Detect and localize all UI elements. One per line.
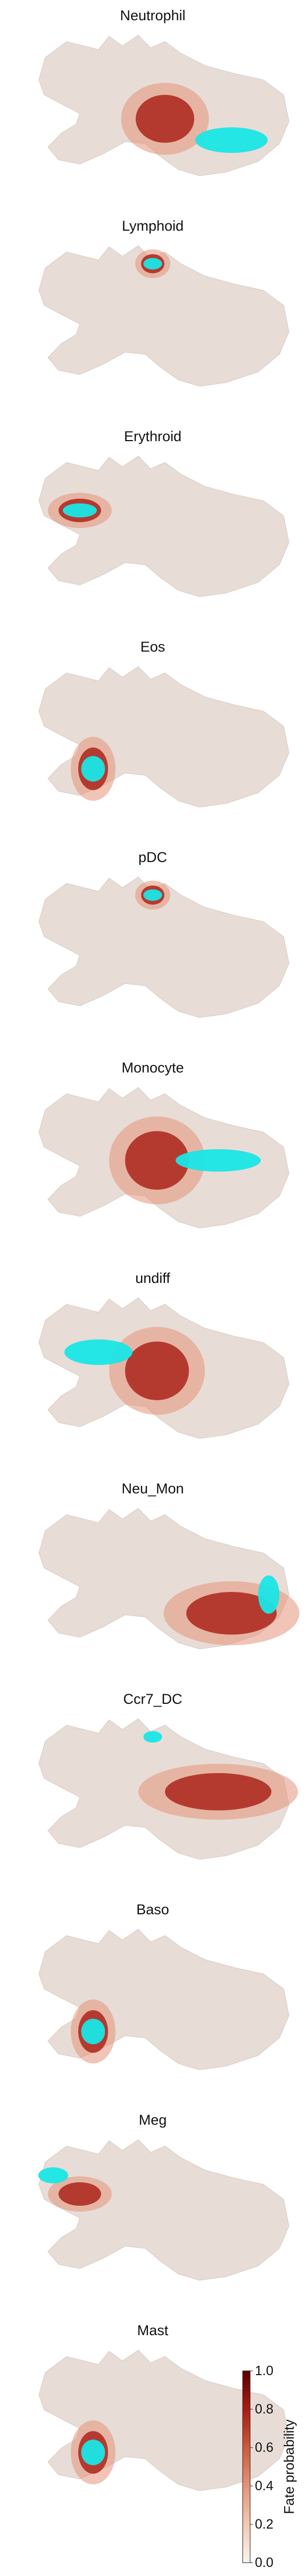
panel-6: Monocyte bbox=[38, 1060, 290, 1229]
colorbar-tick-label: 0.0 bbox=[255, 2555, 274, 2570]
colorbar: 0.0 0.2 0.4 0.6 0.8 1.0 Fate probability bbox=[242, 2363, 297, 2570]
colorbar-tick-label: 0.6 bbox=[255, 2440, 274, 2455]
terminal-state-cells bbox=[81, 2440, 105, 2465]
terminal-state-cells bbox=[143, 889, 162, 901]
terminal-state-cells bbox=[195, 127, 268, 153]
panel-title: Neu_Mon bbox=[121, 1481, 184, 1497]
cell-cloud bbox=[38, 456, 290, 597]
panel-title: Monocyte bbox=[121, 1060, 184, 1076]
panel-title: Ccr7_DC bbox=[123, 1691, 182, 1707]
cell-cloud bbox=[38, 245, 290, 387]
terminal-state-cells bbox=[143, 1731, 162, 1743]
terminal-state-cells bbox=[143, 258, 162, 270]
terminal-state-cells bbox=[258, 1575, 279, 1614]
probability-core bbox=[186, 1592, 277, 1635]
cell-cloud bbox=[38, 2139, 290, 2281]
terminal-state-cells bbox=[63, 503, 97, 518]
cell-cloud bbox=[38, 876, 290, 1018]
colorbar-label: Fate probability bbox=[281, 2419, 297, 2514]
panel-title: Baso bbox=[136, 1901, 169, 1917]
embedding bbox=[38, 456, 290, 597]
panel-12: Mast bbox=[38, 2322, 290, 2491]
panel-2: Lymphoid bbox=[38, 218, 290, 387]
probability-core bbox=[59, 2182, 101, 2206]
colorbar-scale bbox=[242, 2370, 251, 2563]
colorbar-tick-label: 1.0 bbox=[255, 2363, 274, 2378]
panel-5: pDC bbox=[38, 849, 290, 1018]
panel-title: Erythroid bbox=[124, 428, 181, 444]
panel-title: Neutrophil bbox=[120, 7, 185, 23]
embedding bbox=[38, 1718, 298, 1860]
panel-4: Eos bbox=[38, 639, 290, 808]
panel-title: undiff bbox=[135, 1270, 170, 1286]
embedding bbox=[38, 1297, 290, 1439]
terminal-state-cells bbox=[81, 756, 105, 782]
panel-title: Mast bbox=[137, 2322, 169, 2338]
probability-core bbox=[136, 95, 194, 143]
probability-core bbox=[125, 1342, 189, 1400]
terminal-state-cells bbox=[38, 2167, 68, 2183]
colorbar-tick-label: 0.2 bbox=[255, 2517, 274, 2532]
embedding bbox=[38, 2350, 290, 2491]
probability-core bbox=[165, 1773, 271, 1810]
probability-core bbox=[125, 1131, 189, 1190]
panels-group: Neutrophil Lymphoid Erythroid Eos pDC Monocyt… bbox=[38, 7, 300, 2491]
terminal-state-cells bbox=[176, 1149, 261, 1172]
embedding bbox=[38, 245, 290, 387]
terminal-state-cells bbox=[81, 2019, 105, 2044]
terminal-state-cells bbox=[64, 1339, 133, 1365]
colorbar-tick-label: 0.4 bbox=[255, 2479, 274, 2493]
embedding bbox=[38, 35, 290, 176]
panel-title: Eos bbox=[140, 639, 166, 655]
embedding bbox=[38, 2139, 290, 2281]
panel-8: Neu_Mon bbox=[38, 1481, 300, 1649]
panel-11: Meg bbox=[38, 2112, 290, 2281]
embedding bbox=[38, 1929, 290, 2070]
panel-7: undiff bbox=[38, 1270, 290, 1439]
panel-9: Ccr7_DC bbox=[38, 1691, 298, 1860]
panel-title: Meg bbox=[139, 2112, 167, 2128]
embedding bbox=[38, 876, 290, 1018]
panel-title: pDC bbox=[138, 849, 167, 865]
panel-title: Lymphoid bbox=[122, 218, 184, 234]
embedding bbox=[38, 1508, 300, 1649]
panel-3: Erythroid bbox=[38, 428, 290, 597]
embedding bbox=[38, 1087, 290, 1229]
colorbar-tick-label: 0.8 bbox=[255, 2402, 274, 2417]
panel-1: Neutrophil bbox=[38, 7, 290, 176]
embedding bbox=[38, 666, 290, 808]
panel-10: Baso bbox=[38, 1901, 290, 2070]
